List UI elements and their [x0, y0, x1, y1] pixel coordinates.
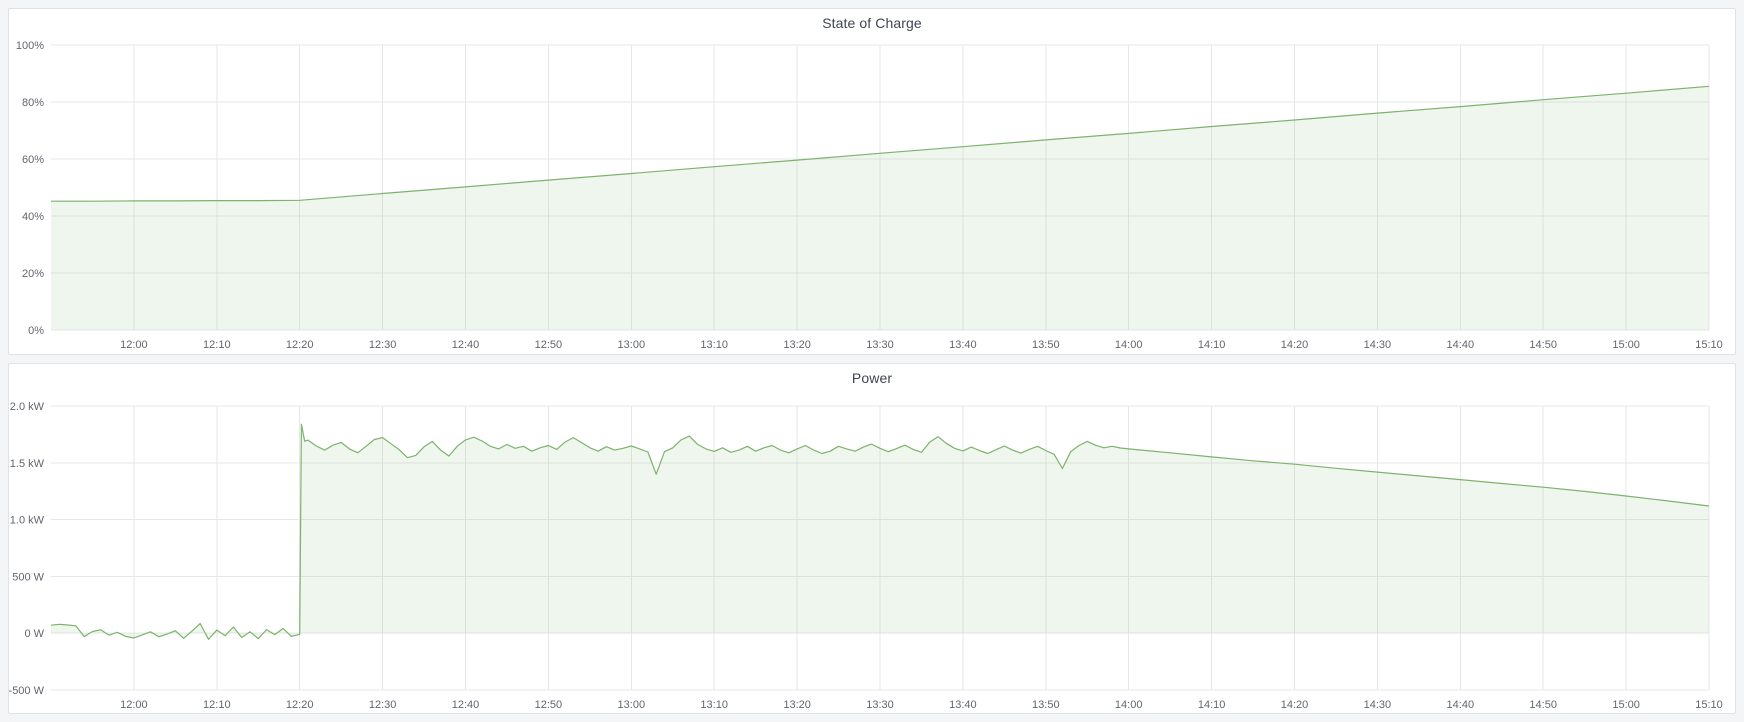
y-tick-label: 0% [28, 325, 44, 337]
state-of-charge-chart[interactable]: 0% 20% 40% 60% 80% 100% 12:00 12:10 12:20 12:30 12… [9, 37, 1735, 354]
x-tick-label: 13:00 [618, 699, 646, 711]
x-tick-label: 12:40 [452, 339, 480, 351]
x-tick-label: 14:50 [1529, 339, 1557, 351]
x-tick-label: 13:20 [783, 699, 811, 711]
axis-labels: 0% 20% 40% 60% 80% 100% 12:00 12:10 12:20 12:30 12… [16, 40, 1723, 351]
series-area [51, 424, 1709, 640]
x-tick-label: 15:10 [1695, 699, 1723, 711]
x-tick-label: 14:20 [1281, 339, 1309, 351]
y-tick-label: 100% [16, 40, 44, 52]
x-tick-label: 12:10 [203, 339, 231, 351]
grid [51, 44, 1710, 331]
y-tick-label: 80% [22, 97, 44, 109]
y-tick-label: 1.0 kW [10, 515, 45, 527]
power-chart[interactable]: -500 W 0 W 500 W 1.0 kW 1.5 kW 2.0 kW 12:00 12:… [9, 392, 1735, 713]
y-tick-label: 40% [22, 211, 44, 223]
y-tick-label: -500 W [9, 685, 45, 697]
x-tick-label: 13:10 [700, 699, 728, 711]
axis-labels: -500 W 0 W 500 W 1.0 kW 1.5 kW 2.0 kW 12:00 12:… [9, 401, 1723, 711]
x-tick-label: 12:00 [120, 339, 148, 351]
grid [51, 405, 1710, 691]
y-tick-label: 20% [22, 268, 44, 280]
x-tick-label: 13:50 [1032, 699, 1060, 711]
x-tick-label: 12:20 [286, 699, 314, 711]
x-tick-label: 14:20 [1281, 699, 1309, 711]
x-tick-label: 15:00 [1612, 699, 1640, 711]
x-tick-label: 14:00 [1115, 699, 1143, 711]
series-1 [50, 423, 1710, 640]
x-tick-label: 13:20 [783, 339, 811, 351]
x-tick-label: 14:10 [1198, 699, 1226, 711]
x-tick-label: 14:30 [1364, 339, 1392, 351]
x-tick-label: 12:30 [369, 339, 397, 351]
x-tick-label: 12:40 [452, 699, 480, 711]
panel-title-state-of-charge[interactable]: State of Charge [822, 15, 922, 31]
panel-header: Power [9, 364, 1735, 392]
x-tick-label: 14:10 [1198, 339, 1226, 351]
panel-header: State of Charge [9, 9, 1735, 37]
series-line [50, 423, 1710, 640]
y-tick-label: 0 W [24, 628, 44, 640]
plot-area[interactable]: -500 W 0 W 500 W 1.0 kW 1.5 kW 2.0 kW 12:00 12:… [9, 392, 1735, 713]
x-tick-label: 13:30 [866, 339, 894, 351]
x-tick-label: 15:10 [1695, 339, 1723, 351]
x-tick-label: 14:40 [1447, 339, 1475, 351]
plot-area[interactable]: 0% 20% 40% 60% 80% 100% 12:00 12:10 12:20 12:30 12… [9, 37, 1735, 354]
x-tick-label: 12:10 [203, 699, 231, 711]
x-tick-label: 14:00 [1115, 339, 1143, 351]
series-area [51, 86, 1709, 330]
y-tick-label: 2.0 kW [10, 401, 45, 413]
x-tick-label: 15:00 [1612, 339, 1640, 351]
y-tick-label: 500 W [12, 571, 44, 583]
panel-state-of-charge: State of Charge 0% 20% 40% 60% 80% 100% 12:00 1… [8, 8, 1736, 355]
panel-power: Power -500 W 0 W 500 W 1.0 kW 1.5 kW 2.0 kW 12… [8, 363, 1736, 714]
x-tick-label: 13:40 [949, 699, 977, 711]
x-tick-label: 14:40 [1447, 699, 1475, 711]
x-tick-label: 13:00 [618, 339, 646, 351]
x-tick-label: 14:50 [1529, 699, 1557, 711]
series-line [51, 85, 1710, 202]
y-tick-label: 1.5 kW [10, 458, 45, 470]
x-tick-label: 13:50 [1032, 339, 1060, 351]
x-tick-label: 12:50 [535, 699, 563, 711]
x-tick-label: 13:10 [700, 339, 728, 351]
x-tick-label: 12:00 [120, 699, 148, 711]
x-tick-label: 13:40 [949, 339, 977, 351]
y-tick-label: 60% [22, 154, 44, 166]
x-tick-label: 12:30 [369, 699, 397, 711]
x-tick-label: 12:50 [535, 339, 563, 351]
x-tick-label: 14:30 [1364, 699, 1392, 711]
x-tick-label: 12:20 [286, 339, 314, 351]
x-tick-label: 13:30 [866, 699, 894, 711]
panel-title-power[interactable]: Power [851, 370, 893, 386]
series-0 [51, 85, 1710, 330]
